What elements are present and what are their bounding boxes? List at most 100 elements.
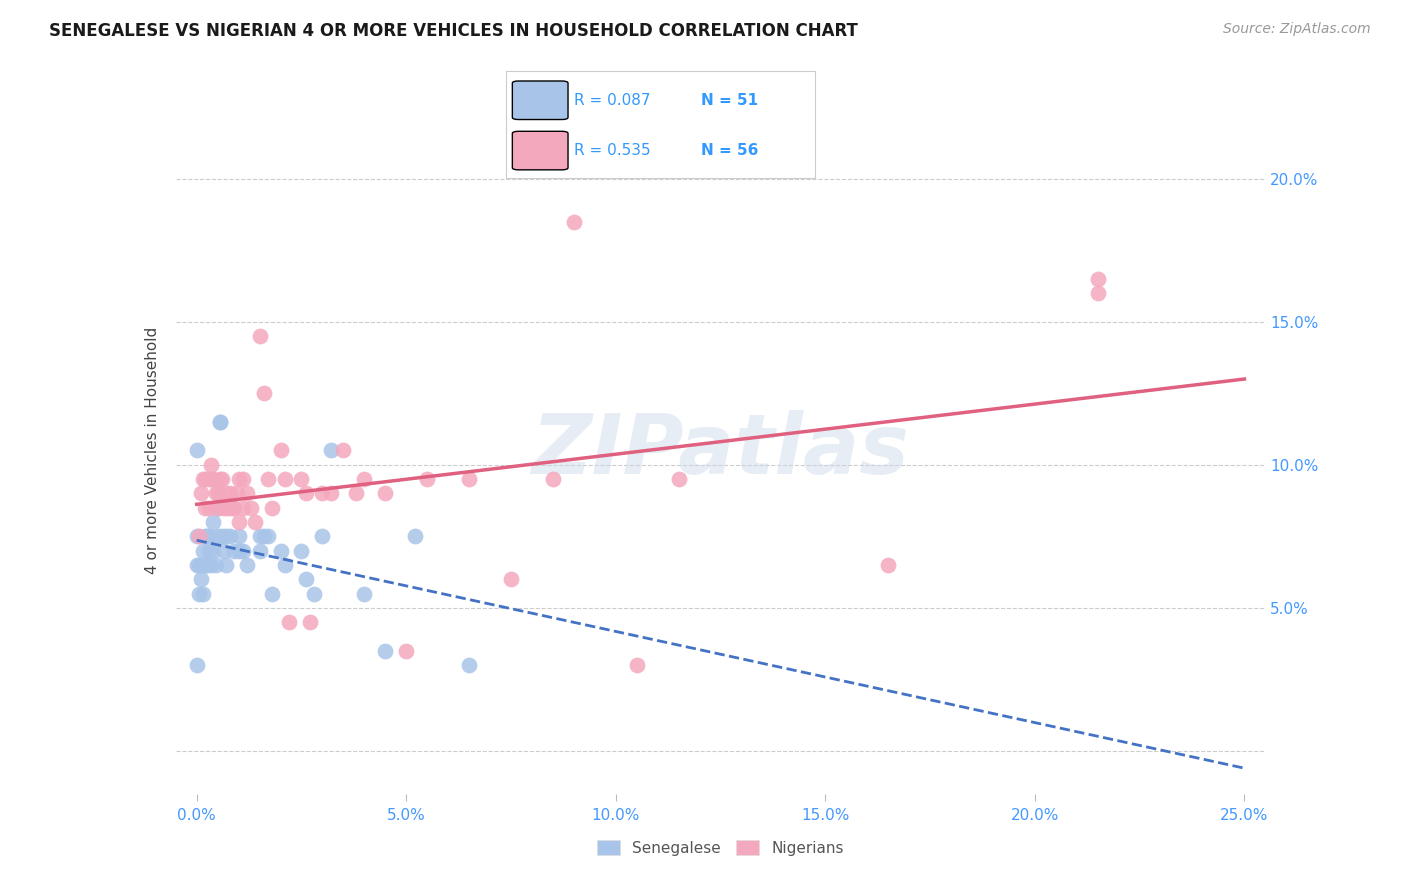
Point (253, 386, 276, 401)
Point (198, 500, 221, 515)
Point (277, 615, 299, 630)
Point (219, 529, 242, 543)
Point (877, 558, 900, 572)
Point (212, 543, 235, 558)
Point (187, 586, 209, 600)
Point (416, 472, 439, 486)
Point (257, 472, 280, 486)
Point (253, 529, 276, 543)
Point (294, 486, 316, 500)
Point (298, 615, 321, 630)
Point (228, 472, 250, 486)
Point (198, 529, 221, 543)
Point (225, 486, 247, 500)
Point (219, 486, 242, 500)
Point (191, 543, 214, 558)
Point (262, 586, 284, 600)
Point (668, 472, 690, 486)
Point (224, 500, 246, 515)
Point (228, 529, 250, 543)
Point (245, 515, 267, 529)
FancyBboxPatch shape (512, 81, 568, 120)
Point (207, 529, 229, 543)
Point (204, 558, 226, 572)
Point (249, 529, 271, 543)
Point (186, 558, 208, 572)
Point (190, 558, 212, 572)
Text: SENEGALESE VS NIGERIAN 4 OR MORE VEHICLES IN HOUSEHOLD CORRELATION CHART: SENEGALESE VS NIGERIAN 4 OR MORE VEHICLE… (49, 22, 858, 40)
Point (188, 558, 211, 572)
Text: R = 0.535: R = 0.535 (574, 143, 651, 158)
Point (186, 443, 208, 458)
Point (626, 658, 648, 673)
Point (194, 558, 217, 572)
Point (353, 586, 375, 600)
Point (311, 529, 333, 543)
Point (319, 443, 342, 458)
Point (541, 472, 564, 486)
Point (236, 486, 259, 500)
Point (257, 529, 280, 543)
Point (224, 543, 246, 558)
FancyBboxPatch shape (512, 131, 568, 169)
Point (215, 558, 238, 572)
Point (194, 529, 217, 543)
Point (191, 472, 214, 486)
Point (194, 500, 217, 515)
Point (458, 658, 481, 673)
Point (290, 543, 312, 558)
Point (187, 558, 209, 572)
Point (208, 415, 231, 429)
Point (395, 644, 418, 658)
Point (190, 486, 212, 500)
Point (200, 558, 222, 572)
Point (1087, 271, 1109, 285)
Point (311, 486, 333, 500)
Point (228, 515, 250, 529)
Point (249, 329, 271, 343)
Point (212, 500, 235, 515)
Point (240, 500, 263, 515)
Point (211, 529, 233, 543)
Point (207, 500, 229, 515)
Point (217, 500, 239, 515)
Point (207, 486, 229, 500)
Point (302, 586, 325, 600)
Point (187, 529, 209, 543)
Text: Source: ZipAtlas.com: Source: ZipAtlas.com (1223, 22, 1371, 37)
Point (200, 472, 222, 486)
Point (215, 529, 238, 543)
Point (232, 500, 254, 515)
Point (270, 443, 292, 458)
Point (232, 472, 254, 486)
Text: R = 0.087: R = 0.087 (574, 93, 651, 108)
Point (562, 214, 585, 228)
Point (353, 472, 375, 486)
Point (202, 515, 225, 529)
Point (458, 472, 481, 486)
Point (195, 529, 218, 543)
Point (262, 500, 284, 515)
Point (198, 543, 221, 558)
Point (290, 472, 312, 486)
Point (274, 558, 297, 572)
Point (190, 572, 212, 586)
Point (211, 472, 233, 486)
Point (374, 644, 396, 658)
Point (191, 586, 214, 600)
Point (186, 658, 208, 673)
Y-axis label: 4 or more Vehicles in Household: 4 or more Vehicles in Household (145, 326, 160, 574)
Text: ZIPatlas: ZIPatlas (531, 410, 910, 491)
Point (249, 543, 271, 558)
Point (194, 472, 217, 486)
Point (236, 558, 259, 572)
Point (294, 572, 316, 586)
Point (186, 529, 208, 543)
Point (208, 415, 231, 429)
Point (270, 543, 292, 558)
Text: N = 56: N = 56 (702, 143, 758, 158)
Point (202, 472, 225, 486)
Point (195, 558, 218, 572)
Point (200, 458, 222, 472)
Point (274, 472, 297, 486)
